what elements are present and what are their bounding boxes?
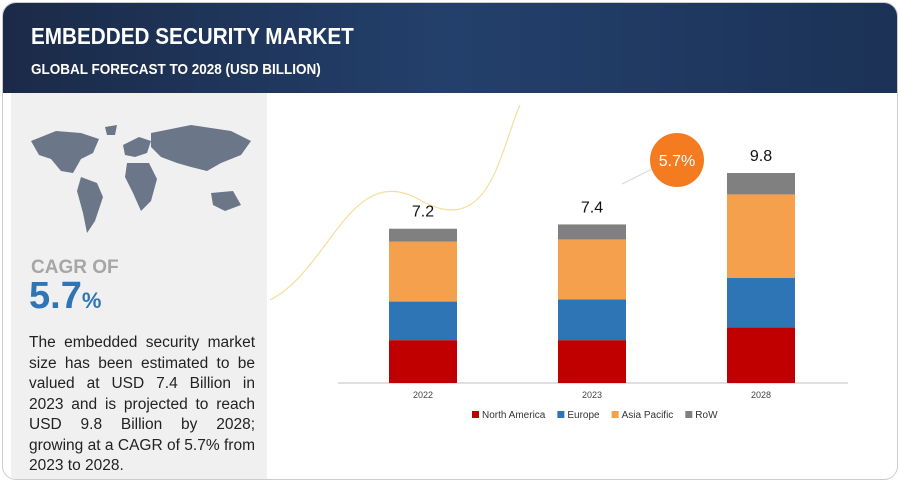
legend-swatch <box>472 411 479 418</box>
bar-segment <box>389 228 457 242</box>
bar-segment <box>558 239 626 300</box>
legend-swatch <box>557 411 565 418</box>
world-map <box>31 125 251 233</box>
total-label: 7.2 <box>412 204 434 221</box>
bar-segment <box>727 173 795 195</box>
summary-panel: CAGR OF 5.7% The embedded security marke… <box>11 93 267 479</box>
bar-segment <box>727 327 795 383</box>
legend-label: Asia Pacific <box>622 410 674 421</box>
legend-swatch <box>685 411 693 418</box>
cagr-bubble <box>650 133 704 187</box>
cagr-number: 5.7 <box>29 275 82 317</box>
bar-segment <box>558 299 626 341</box>
decor-curve <box>269 104 521 301</box>
bar-segment <box>389 241 457 302</box>
bar-segment <box>389 301 457 341</box>
title: EMBEDDED SECURITY MARKET <box>31 23 354 49</box>
bar-segment <box>558 224 626 240</box>
cagr-value: 5.7% <box>29 275 101 318</box>
bar-segment <box>727 194 795 278</box>
x-tick-label: 2023 <box>582 390 602 400</box>
cagr-label: CAGR OF <box>31 257 119 278</box>
legend-label: North America <box>482 410 546 421</box>
bar-segment <box>558 340 626 383</box>
cagr-bubble-label: 5.7% <box>659 153 695 170</box>
subtitle: GLOBAL FORECAST TO 2028 (USD BILLION) <box>31 61 321 78</box>
x-tick-label: 2028 <box>751 390 771 400</box>
legend-label: Europe <box>567 410 600 421</box>
bar-segment <box>389 340 457 383</box>
bar-segment <box>727 278 795 328</box>
legend-label: RoW <box>695 410 718 421</box>
header: EMBEDDED SECURITY MARKET GLOBAL FORECAST… <box>3 3 897 93</box>
total-label: 9.8 <box>750 148 772 165</box>
legend-swatch <box>611 411 619 418</box>
cagr-unit: % <box>81 288 102 313</box>
summary-text: The embedded security market size has be… <box>29 334 255 474</box>
x-tick-label: 2022 <box>413 390 433 400</box>
total-label: 7.4 <box>581 199 603 216</box>
